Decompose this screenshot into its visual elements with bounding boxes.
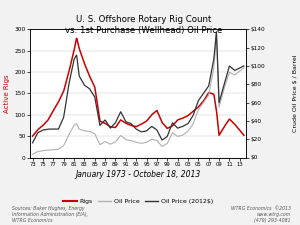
Text: WTRG Economics  ©2013
www.wtrg.com
(479) 293-4081: WTRG Economics ©2013 www.wtrg.com (479) … bbox=[231, 206, 291, 223]
Text: January 1973 - October 18, 2013: January 1973 - October 18, 2013 bbox=[75, 170, 201, 179]
Legend: Rigs, Oil Price, Oil Price (2012$): Rigs, Oil Price, Oil Price (2012$) bbox=[61, 196, 215, 207]
Text: Crude Oil Price $ / Barrel: Crude Oil Price $ / Barrel bbox=[293, 55, 298, 132]
Text: Sources: Baker Hughes, Energy
Information Administration (EIA),
WTRG Economics: Sources: Baker Hughes, Energy Informatio… bbox=[12, 206, 88, 223]
Text: U. S. Offshore Rotary Rig Count
vs. 1st Purchase (Wellhead) Oil Price: U. S. Offshore Rotary Rig Count vs. 1st … bbox=[65, 15, 223, 35]
Text: Active Rigs: Active Rigs bbox=[4, 74, 10, 113]
